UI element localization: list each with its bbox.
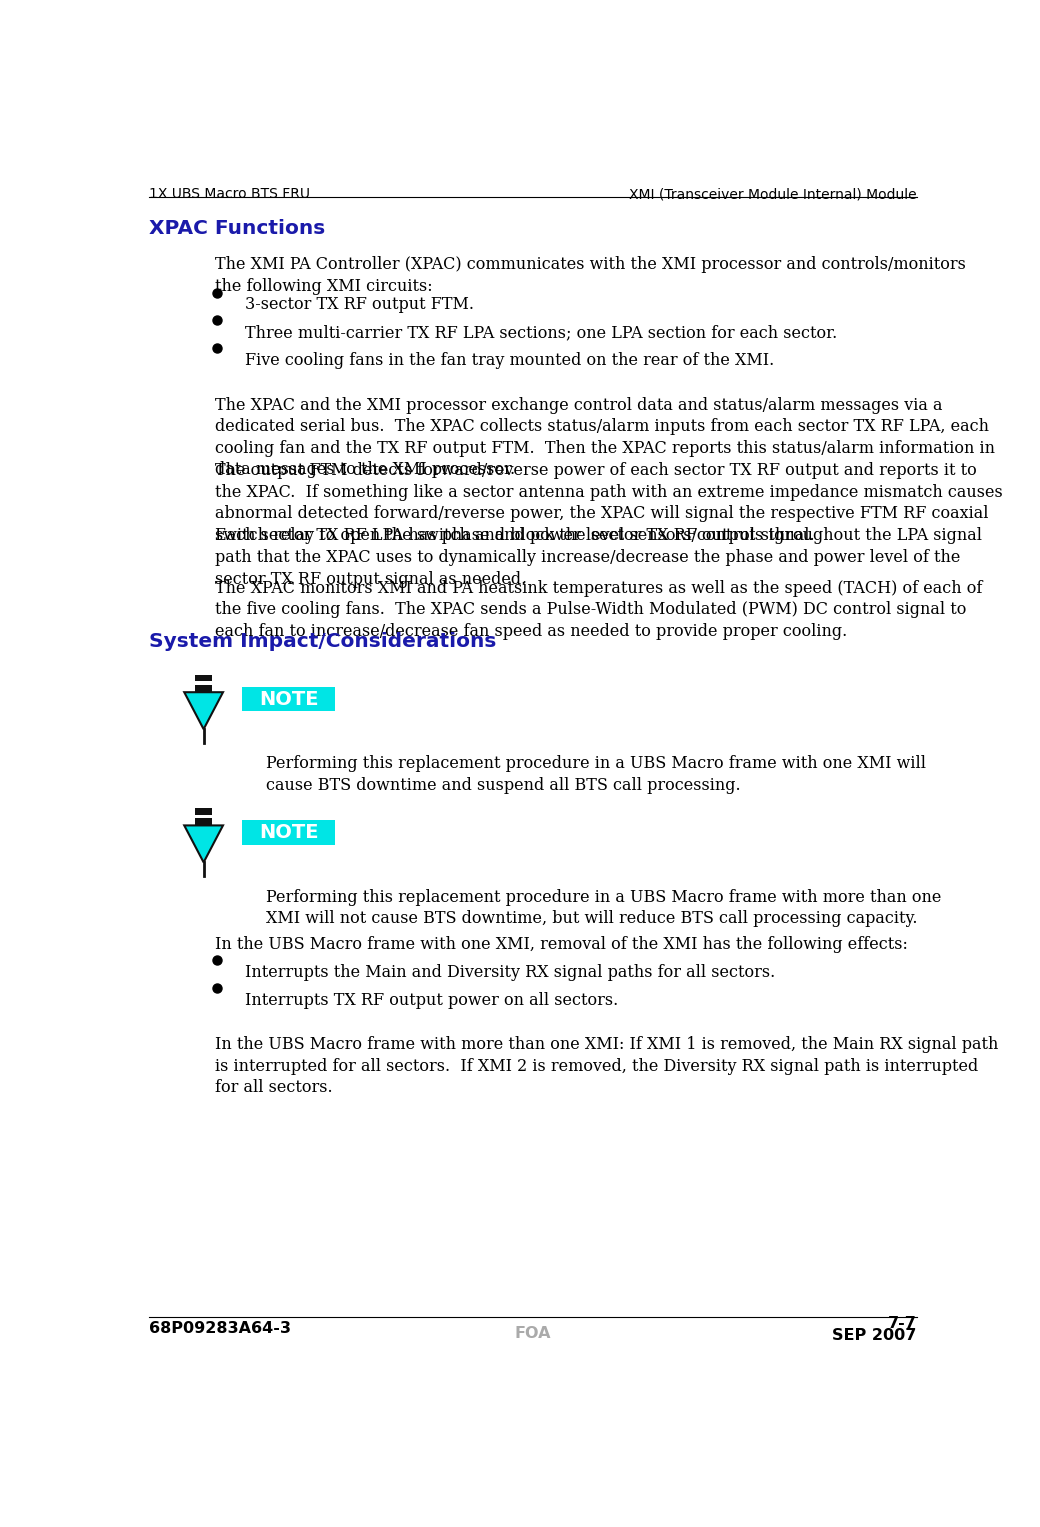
Text: The XPAC monitors XMI and PA heatsink temperatures as well as the speed (TACH) o: The XPAC monitors XMI and PA heatsink te… (215, 580, 983, 640)
Bar (196, 686, 212, 692)
Text: In the UBS Macro frame with more than one XMI: If XMI 1 is removed, the Main RX : In the UBS Macro frame with more than on… (215, 1037, 998, 1096)
Text: 7-7: 7-7 (888, 1316, 916, 1332)
Text: 68P09283A64-3: 68P09283A64-3 (150, 1321, 291, 1336)
Text: XPAC Functions: XPAC Functions (150, 220, 326, 238)
Text: Five cooling fans in the fan tray mounted on the rear of the XMI.: Five cooling fans in the fan tray mounte… (244, 351, 774, 370)
Text: The XMI PA Controller (XPAC) communicates with the XMI processor and controls/mo: The XMI PA Controller (XPAC) communicate… (215, 257, 966, 295)
Text: Performing this replacement procedure in a UBS Macro frame with one XMI will
cau: Performing this replacement procedure in… (265, 756, 926, 794)
Text: In the UBS Macro frame with one XMI, removal of the XMI has the following effect: In the UBS Macro frame with one XMI, rem… (215, 936, 908, 953)
Bar (196, 818, 212, 826)
Text: XMI (Transceiver Module Internal) Module: XMI (Transceiver Module Internal) Module (629, 188, 916, 202)
Bar (196, 675, 212, 681)
Text: The output FTM detects forward/reverse power of each sector TX RF output and rep: The output FTM detects forward/reverse p… (215, 463, 1003, 544)
Text: Three multi-carrier TX RF LPA sections; one LPA section for each sector.: Three multi-carrier TX RF LPA sections; … (244, 324, 837, 341)
Bar (196, 808, 212, 814)
Bar (242, 820, 335, 844)
Text: SEP 2007: SEP 2007 (832, 1328, 916, 1344)
Text: NOTE: NOTE (259, 823, 318, 841)
Text: The XPAC and the XMI processor exchange control data and status/alarm messages v: The XPAC and the XMI processor exchange … (215, 397, 995, 478)
Text: 1X UBS Macro BTS FRU: 1X UBS Macro BTS FRU (150, 188, 310, 202)
Text: FOA: FOA (515, 1325, 551, 1341)
Text: Each sector TX RF LPA has phase and power level sensors/controls throughout the : Each sector TX RF LPA has phase and powe… (215, 527, 982, 588)
Polygon shape (184, 826, 223, 863)
Polygon shape (184, 692, 223, 730)
Text: Interrupts TX RF output power on all sectors.: Interrupts TX RF output power on all sec… (244, 991, 618, 1009)
Text: System Impact/Considerations: System Impact/Considerations (150, 632, 497, 651)
Text: NOTE: NOTE (259, 690, 318, 709)
Text: 3-sector TX RF output FTM.: 3-sector TX RF output FTM. (244, 296, 473, 313)
Text: Interrupts the Main and Diversity RX signal paths for all sectors.: Interrupts the Main and Diversity RX sig… (244, 964, 775, 980)
Text: Performing this replacement procedure in a UBS Macro frame with more than one
XM: Performing this replacement procedure in… (265, 889, 941, 927)
Bar (242, 687, 335, 712)
